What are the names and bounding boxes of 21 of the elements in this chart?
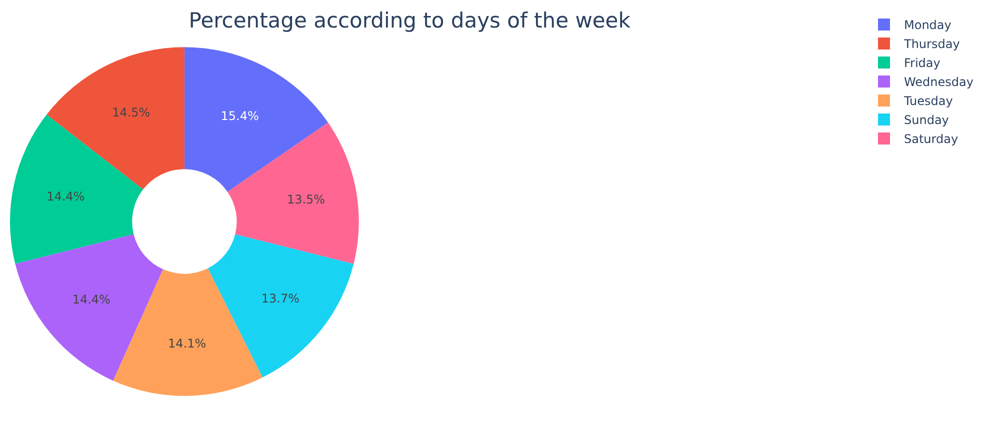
legend-label: Friday — [904, 56, 940, 70]
legend-label: Tuesday — [903, 94, 953, 108]
data-label: 14.1% — [168, 336, 206, 351]
legend-label: Wednesday — [904, 75, 974, 90]
data-label: 13.5% — [286, 192, 326, 206]
donut-slice — [228, 122, 359, 264]
legend-label: Saturday — [904, 132, 958, 146]
legend-label: Thursday — [903, 37, 960, 52]
chart-title: Percentage according to days of the week — [188, 8, 632, 33]
data-label: 14.5% — [112, 106, 150, 120]
legend-label: Sunday — [904, 113, 949, 128]
data-label: 13.7% — [261, 291, 300, 306]
donut-slice — [113, 268, 263, 396]
data-label: 14.4% — [46, 190, 85, 204]
data-label: 14.4% — [72, 292, 110, 306]
data-label: 15.4% — [220, 109, 259, 124]
donut-slice — [184, 47, 328, 192]
legend-label: Monday — [904, 18, 952, 32]
donut-slice — [208, 234, 354, 378]
donut-slice — [46, 47, 184, 190]
donut-slice — [15, 234, 164, 381]
